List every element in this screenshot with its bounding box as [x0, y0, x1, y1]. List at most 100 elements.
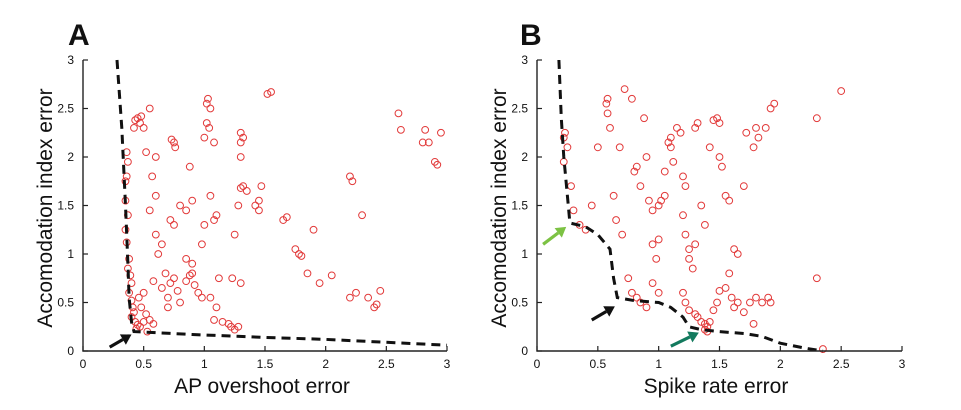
- panel-b-y-tick-label: 2.5: [511, 102, 528, 116]
- panel-b-data-point: [654, 235, 663, 244]
- panel-a-front: [115, 59, 448, 347]
- panel-b-data-point: [749, 319, 758, 328]
- panel-a-data-point: [346, 172, 354, 181]
- panel-a-data-point: [297, 252, 306, 260]
- panel-a-data-point: [251, 201, 260, 210]
- panel-b-data-point: [666, 143, 675, 152]
- panel-a: A Accomodation index error AP overshoot …: [34, 19, 451, 398]
- panel-a-data-point: [122, 172, 131, 181]
- panel-b-y-tick-label: 1.5: [511, 199, 528, 213]
- panel-b-x-tick-label: 3: [899, 357, 906, 371]
- panel-a-data-point: [396, 125, 405, 134]
- panel-b-x-tick-label: 1.5: [711, 357, 728, 371]
- panel-a-data-point: [210, 138, 218, 147]
- panel-b-data-point: [705, 318, 714, 326]
- panel-a-x-tick-label: 2: [322, 357, 329, 371]
- panel-a-data-point: [123, 157, 132, 166]
- panel-a-y-tick-label: 1.5: [57, 199, 74, 213]
- panel-a-data-point: [166, 216, 175, 224]
- panel-a-arrow: [108, 334, 132, 349]
- panel-a-data-point: [137, 112, 146, 121]
- panel-a-x-tick-label: 3: [444, 357, 451, 371]
- panel-b-data-point: [620, 85, 629, 93]
- panel-b-data-point: [685, 245, 693, 254]
- panel-a-data-point: [164, 293, 172, 302]
- panel-a-data-point: [376, 286, 385, 295]
- panel-b-data-point: [673, 124, 681, 132]
- panel-b-data-point: [752, 293, 760, 302]
- panel-b-data-point: [632, 162, 641, 171]
- panel-b-data-point: [764, 293, 773, 302]
- panel-b-y-tick-label: 0.5: [511, 296, 528, 310]
- panel-b-data-point: [681, 230, 690, 239]
- panel-a-axes: [82, 60, 447, 352]
- panel-a-data-point: [214, 274, 223, 283]
- panel-b-arrow: [590, 306, 615, 322]
- panel-b-y-tick-label: 1: [521, 247, 528, 261]
- panel-b-data-point: [709, 306, 718, 315]
- panel-a-data-point: [182, 254, 191, 263]
- panel-a-data-point: [291, 245, 300, 254]
- panel-a-data-point: [206, 104, 215, 113]
- panel-b-data-point: [660, 191, 669, 200]
- panel-b-data-point: [630, 167, 639, 176]
- panel-a-data-point: [149, 319, 158, 328]
- panel-a-data-point: [182, 206, 191, 215]
- panel-b-data-point: [587, 201, 596, 210]
- panel-a-data-point: [157, 284, 166, 292]
- panel-a-y-tick-label: 2: [67, 150, 74, 164]
- panel-a-ticks: 0 0.5 1 1.5 2 2.5 3 0 0.5 1 1.5 2 2.5 3: [57, 53, 450, 371]
- panel-a-data-point: [198, 293, 206, 302]
- panel-a-data-point: [166, 279, 175, 288]
- panel-a-data-point: [295, 250, 303, 258]
- panel-a-y-tick-label: 3: [67, 53, 74, 67]
- panel-b-y-tick-label: 2: [521, 150, 528, 164]
- panel-b-data-point: [640, 114, 648, 123]
- panel-b-data-point: [648, 206, 657, 215]
- panel-b-data-point: [563, 143, 572, 152]
- panel-a-x-tick-label: 0: [80, 357, 87, 371]
- panel-a-data-point: [263, 90, 272, 98]
- panel-b-data-point: [721, 191, 730, 200]
- panel-a-data-point: [255, 196, 263, 205]
- panel-a-data-point: [352, 288, 360, 297]
- panel-b-data-point: [632, 293, 641, 302]
- panel-b-data-point: [685, 306, 693, 315]
- panel-a-data-point: [210, 316, 218, 324]
- panel-a-data-point: [236, 128, 245, 137]
- panel-b-data-point: [715, 153, 724, 161]
- panel-a-data-point: [139, 288, 148, 297]
- panel-b-data-point: [657, 196, 665, 205]
- panel-a-data-point: [303, 269, 312, 278]
- panel-a-data-point: [206, 191, 215, 200]
- panel-a-arrows: [108, 334, 132, 349]
- panel-b-arrows: [542, 226, 699, 348]
- panel-b-data-point: [609, 191, 618, 200]
- panel-a-data-point: [212, 211, 221, 220]
- panel-b-data-point: [718, 162, 726, 171]
- panel-a-points: [121, 88, 445, 336]
- panel-b-x-tick-label: 1: [655, 357, 662, 371]
- panel-a-data-point: [130, 308, 138, 317]
- panel-b-data-point: [766, 104, 775, 113]
- panel-b-data-point: [725, 196, 734, 205]
- panel-b-x-tick-label: 0.5: [589, 357, 606, 371]
- panel-a-data-point: [364, 293, 373, 302]
- panel-b-data-point: [733, 298, 742, 307]
- panel-a-data-point: [188, 259, 197, 268]
- panel-a-data-point: [167, 135, 176, 144]
- panel-b-data-point: [666, 133, 675, 142]
- panel-a-data-point: [188, 269, 197, 278]
- panel-a-data-point: [127, 279, 136, 288]
- panel-a-data-point: [161, 269, 170, 278]
- panel-b-data-point: [730, 303, 738, 312]
- panel-b-data-point: [742, 128, 751, 137]
- panel-a-data-point: [242, 187, 251, 195]
- panel-a-data-point: [346, 293, 354, 302]
- panel-a-data-point: [149, 277, 158, 286]
- panel-a-x-axis-label: AP overshoot error: [174, 375, 350, 398]
- panel-b-data-point: [754, 133, 763, 142]
- panel-b-x-tick-label: 2: [777, 357, 784, 371]
- panel-a-data-point: [236, 184, 245, 192]
- panel-a-data-point: [130, 124, 138, 132]
